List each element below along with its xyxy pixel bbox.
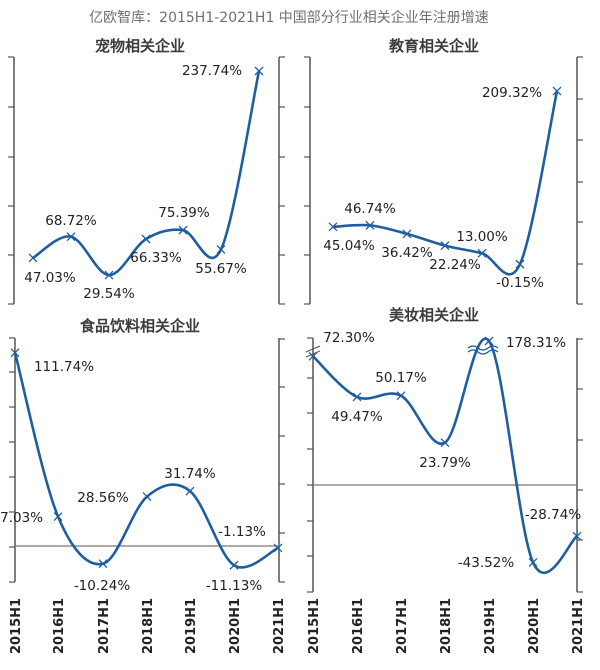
data-label: 66.33%	[130, 250, 182, 266]
panel-title-food: 食品饮料相关企业	[80, 317, 200, 335]
data-label: 45.04%	[323, 238, 375, 254]
data-point	[229, 560, 239, 570]
data-label: 111.74%	[34, 359, 94, 375]
data-point	[440, 241, 450, 251]
x-tick-label: 2017H1	[395, 598, 410, 654]
panel-pet: 47.03% 68.72% 29.54% 66.33% 75.39% 55.67% 237.…	[8, 56, 285, 305]
x-tick-label: 2016H1	[52, 598, 67, 654]
x-tick-label: 2019H1	[184, 598, 199, 654]
data-label: 68.72%	[45, 213, 97, 229]
data-point	[53, 512, 63, 521]
x-tick-label: 2018H1	[439, 598, 454, 654]
data-point	[352, 392, 362, 402]
data-label: 13.00%	[456, 229, 508, 245]
data-label: 50.17%	[375, 370, 427, 386]
panel-title-beauty: 美妆相关企业	[389, 306, 479, 324]
data-point	[254, 66, 264, 76]
data-point	[477, 248, 487, 258]
data-point	[178, 225, 188, 235]
data-point	[440, 438, 450, 448]
data-label: -10.24%	[74, 578, 131, 594]
data-point	[216, 244, 226, 254]
x-tick-label: 2015H1	[9, 598, 24, 654]
data-label: -0.15%	[496, 275, 544, 291]
data-label: 28.56%	[77, 490, 129, 506]
x-tick-label: 2016H1	[351, 598, 366, 654]
data-point	[484, 336, 494, 346]
data-label: 22.24%	[429, 257, 481, 273]
data-label: 72.30%	[323, 330, 375, 346]
data-label: 23.79%	[419, 455, 471, 471]
axis-break-mark	[305, 345, 321, 358]
data-point	[185, 486, 195, 496]
data-label: 55.67%	[195, 261, 247, 277]
x-tick-label: 2020H1	[228, 598, 243, 654]
data-point	[104, 270, 114, 280]
data-point	[528, 558, 538, 567]
data-label: 47.03%	[24, 270, 76, 286]
data-point	[142, 492, 152, 502]
data-point	[572, 531, 582, 541]
panel-food: 111.74% 2015H1 17.03% 2016H1 -10.24% 2017H1 28…	[0, 337, 287, 654]
x-tick-label: 2019H1	[483, 598, 498, 654]
data-label: 17.03%	[0, 510, 43, 526]
main-title: 亿欧智库：2015H1-2021H1 中国部分行业相关企业年注册增速	[89, 9, 489, 26]
data-point	[141, 234, 151, 244]
x-tick-label: 2021H1	[571, 598, 586, 654]
data-point	[98, 559, 108, 569]
x-tick-label: 2020H1	[527, 598, 542, 654]
x-tick-label: 2015H1	[307, 598, 322, 654]
data-label: 46.74%	[344, 201, 396, 217]
panel-education: 45.04% 46.74% 36.42%22.24% 13.00% -0.15% 209.…	[304, 56, 583, 305]
data-point	[273, 543, 283, 553]
data-label: -1.13%	[218, 524, 266, 540]
data-label: 36.42%	[381, 245, 433, 261]
data-point	[402, 229, 412, 239]
data-point	[308, 351, 318, 361]
data-point	[552, 86, 562, 96]
data-label: 49.47%	[331, 409, 383, 425]
data-point	[66, 232, 76, 242]
data-label: 178.31%	[506, 335, 566, 351]
data-point	[396, 391, 406, 401]
x-tick-label: 2018H1	[141, 598, 156, 654]
data-point	[328, 222, 338, 232]
panel-beauty: 72.30% 2015H1 49.47% 2016H1 50.17% 2017H1 23.7…	[305, 330, 586, 654]
data-label: 31.74%	[164, 466, 216, 482]
data-label: 237.74%	[182, 63, 242, 79]
series-line	[32, 70, 261, 277]
axis-break-mark	[467, 345, 499, 355]
data-point	[10, 348, 20, 358]
data-label: 29.54%	[83, 286, 135, 302]
data-point	[28, 253, 38, 263]
panel-title-pet: 宠物相关企业	[95, 37, 185, 55]
data-point	[515, 259, 525, 269]
data-label: -43.52%	[458, 555, 515, 571]
data-point	[365, 220, 375, 230]
data-label: 209.32%	[482, 85, 542, 101]
panel-title-education: 教育相关企业	[388, 37, 479, 55]
data-label: 75.39%	[158, 205, 210, 221]
data-label: -11.13%	[206, 578, 263, 594]
x-tick-label: 2021H1	[272, 598, 287, 654]
x-tick-label: 2017H1	[97, 598, 112, 654]
data-label: -28.74%	[525, 507, 582, 523]
